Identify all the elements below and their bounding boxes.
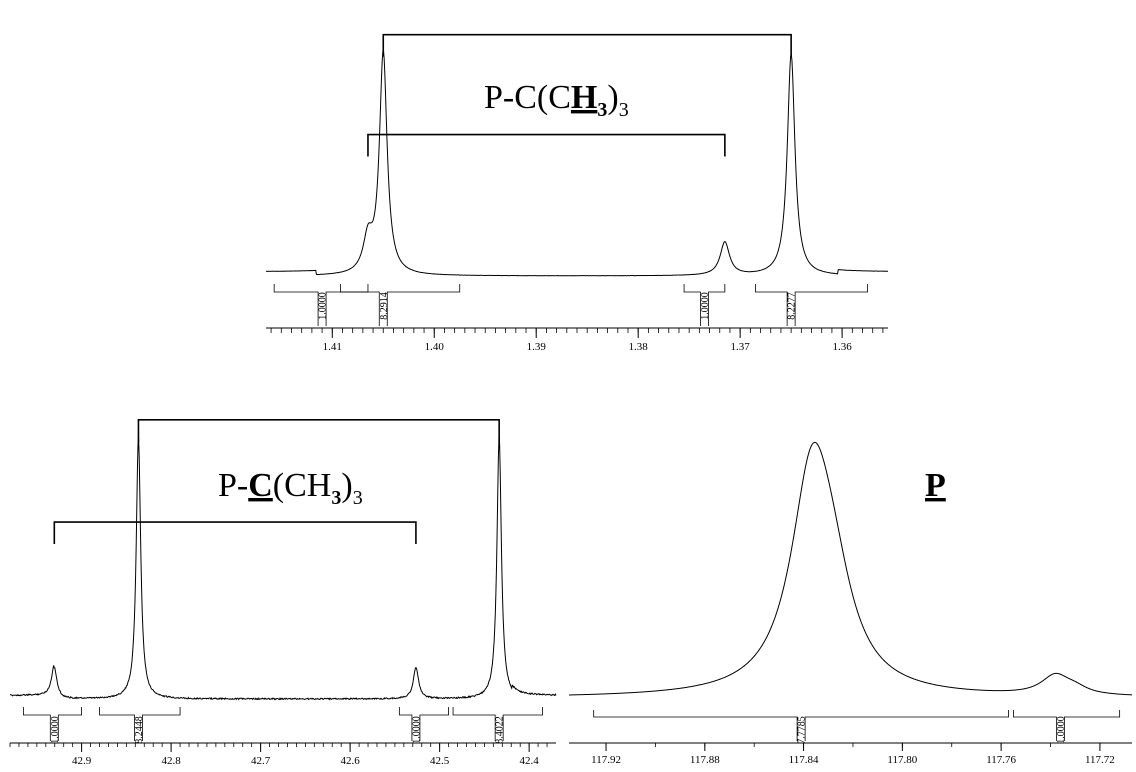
h-integral-region-4 <box>755 284 869 326</box>
p-tick-label: 117.72 <box>1085 754 1115 766</box>
p-tick-label: 117.76 <box>986 754 1016 766</box>
h-integral-region-2 <box>340 284 461 326</box>
c-tick-label: 42.6 <box>341 755 361 767</box>
p-x-axis: 117.92 117.88 117.84 117.80 117.76 117.72 <box>569 742 1132 766</box>
h-spectrum-line <box>265 48 889 277</box>
c-integral-region-3 <box>398 707 449 741</box>
c-integral-value-4: 8.4022 <box>495 716 506 744</box>
c-coupling-bracket-1 <box>137 419 500 442</box>
c-tick-label: 42.8 <box>161 755 181 767</box>
c-integral-region-1 <box>23 707 83 741</box>
p-spectrum-curve <box>568 441 1133 696</box>
h-integral-value-3: 1.0000 <box>700 292 711 320</box>
panel-h-spectrum: 1.0000 8.2914 1.0000 8.2277 1.41 1.40 1.39 1.3… <box>265 33 889 353</box>
h-coupling-bracket-2 <box>367 133 726 157</box>
c-multiplet-brackets <box>53 419 500 545</box>
c-spectrum-line <box>9 438 557 701</box>
p-integral-value-1: 7.7785 <box>797 716 808 744</box>
c-annotation: P-C(CH3)3 <box>218 467 363 509</box>
h-integrals: 1.0000 8.2914 1.0000 8.2277 <box>273 284 869 326</box>
h-multiplet-brackets <box>367 33 792 157</box>
h-tick-label: 1.36 <box>832 341 852 353</box>
p-tick-label: 117.84 <box>789 754 819 766</box>
c-tick-label: 42.9 <box>72 755 92 767</box>
c-tick-label: 42.5 <box>430 755 450 767</box>
panel-c-spectrum: 1.0000 8.2448 1.0000 8.4022 42.9 42.8 42.7 42.… <box>9 419 557 767</box>
p-tick-label: 117.80 <box>887 754 917 766</box>
c-integral-region-4 <box>452 707 543 741</box>
h-tick-label: 1.41 <box>323 341 342 353</box>
p-integrals: 7.7785 1.0000 <box>593 710 1121 744</box>
p-tick-label: 117.92 <box>591 754 621 766</box>
p-integral-value-2: 1.0000 <box>1056 716 1067 744</box>
h-spectrum-curve <box>265 48 889 277</box>
c-coupling-bracket-2 <box>53 521 417 545</box>
h-integral-region-3 <box>683 284 726 326</box>
c-integrals: 1.0000 8.2448 1.0000 8.4022 <box>23 707 543 744</box>
c-integral-value-1: 1.0000 <box>50 716 61 744</box>
p-tick-label: 117.88 <box>690 754 720 766</box>
c-tick-label: 42.7 <box>251 755 271 767</box>
h-tick-label: 1.38 <box>629 341 649 353</box>
h-integral-value-2: 8.2914 <box>379 292 390 320</box>
c-x-axis: 42.9 42.8 42.7 42.6 42.5 42.4 <box>9 742 556 767</box>
c-integral-region-2 <box>99 707 181 741</box>
p-integral-region-1 <box>593 710 1009 741</box>
c-tick-label: 42.4 <box>520 755 540 767</box>
h-integral-value-4: 8.2277 <box>787 292 798 320</box>
c-integral-value-2: 8.2448 <box>134 716 145 744</box>
c-spectrum-curve <box>9 438 557 701</box>
p-spectrum-line <box>568 441 1133 696</box>
c-integral-value-3: 1.0000 <box>411 716 422 744</box>
p-integral-region-2 <box>1013 710 1121 741</box>
h-x-axis: 1.41 1.40 1.39 1.38 1.37 1.36 <box>266 327 888 353</box>
h-coupling-bracket-1 <box>382 33 792 57</box>
panel-p-spectrum: 7.7785 1.0000 117.92 117.88 117.84 117.80 117… <box>568 441 1133 766</box>
h-tick-label: 1.40 <box>425 341 445 353</box>
h-annotation: P-C(CH3)3 <box>484 79 629 121</box>
h-tick-label: 1.37 <box>731 341 751 353</box>
h-tick-label: 1.39 <box>527 341 547 353</box>
h-integral-value-1: 1.0000 <box>318 292 329 320</box>
p-annotation: P <box>925 467 946 504</box>
